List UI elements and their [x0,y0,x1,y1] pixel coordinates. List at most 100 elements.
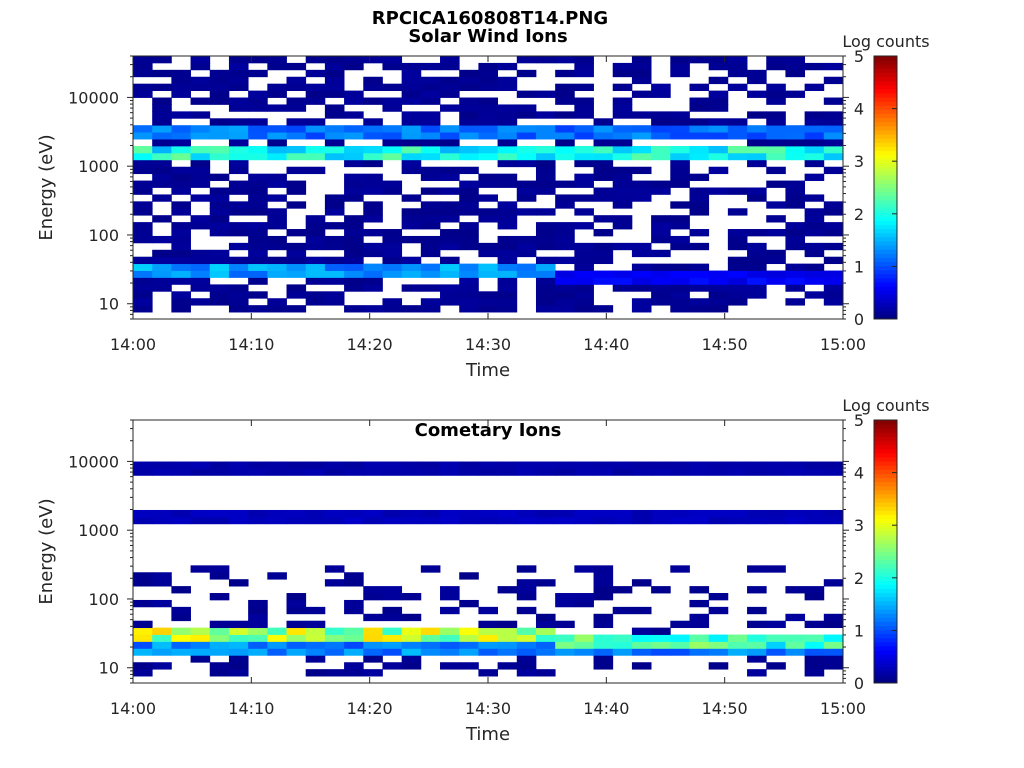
colorbar-swatch [874,183,897,188]
heatmap-cell [631,277,652,285]
heatmap-cell [152,97,172,105]
heatmap-cell [478,298,498,306]
heatmap-cell [804,194,825,202]
heatmap-cell [209,291,230,299]
heatmap-cell [612,166,633,175]
heatmap-cell [689,516,710,525]
heatmap-cell [152,118,172,126]
heatmap-cell [324,648,345,656]
heatmap-cell [651,118,671,126]
heatmap-cell [286,606,307,615]
heatmap-cell [535,125,556,133]
heatmap-cell [631,648,652,656]
heatmap-cell [651,291,671,299]
heatmap-cell [209,229,230,237]
heatmap-cell [248,187,268,195]
heatmap-cell [228,201,249,209]
heatmap-cell [727,187,748,195]
heatmap-cell [209,249,230,258]
heatmap-cell [401,461,422,469]
heatmap-cell [305,669,326,677]
heatmap-cell [497,104,518,112]
heatmap-cell [420,118,441,126]
colorbar-swatch [874,452,897,458]
panels: Solar Wind Ions 14:00 14:10 14:20 14:30 14:40… [36,26,930,745]
heatmap-cell [440,509,460,518]
heatmap-cell [631,305,652,313]
heatmap-cell [420,565,441,573]
heatmap-cell [670,56,690,64]
heatmap-cell [727,256,748,265]
heatmap-cell [305,634,326,642]
heatmap-cell [651,627,671,635]
heatmap-cell [478,509,498,518]
heatmap-cell [689,118,710,126]
heatmap-cell [228,152,249,161]
heatmap-cell [324,235,345,244]
heatmap-cell [324,201,345,209]
colorbar-swatch [874,121,897,127]
heatmap-cell [190,655,211,663]
heatmap-cell [152,235,172,244]
heatmap-cell [228,83,249,92]
heatmap-cell [420,152,441,161]
colorbar-swatch [874,518,897,524]
heatmap-cell [344,229,364,237]
heatmap-cell [727,69,748,78]
x-tick-label: 14:10 [228,335,274,354]
heatmap-cell [497,173,518,181]
heatmap-cell [516,579,537,587]
heatmap-cell [823,256,844,265]
heatmap-cell [459,145,479,154]
heatmap-cell [823,111,844,119]
heatmap-cell [267,256,287,265]
heatmap-cell [727,516,748,525]
heatmap-cell [555,222,575,230]
heatmap-cell [747,606,767,615]
heatmap-cell [382,145,403,154]
heatmap-cell [631,270,652,278]
heatmap-cell [766,90,786,98]
heatmap-cell [459,132,479,140]
figure-title: RPCICA160808T14.PNG [372,8,608,29]
heatmap-cell [344,97,364,105]
heatmap-cell [708,461,729,469]
heatmap-cell [440,461,460,469]
heatmap-cell [670,152,690,161]
heatmap-cell [344,468,364,476]
heatmap-cell [555,620,575,629]
heatmap-cell [670,166,690,175]
heatmap-cell [440,201,460,209]
heatmap-cell [190,125,211,133]
heatmap-cell [747,641,767,649]
heatmap-cell [248,222,268,230]
heatmap-cell [593,194,614,202]
heatmap-cell [190,111,211,119]
heatmap-cell [708,187,729,195]
heatmap-cell [305,509,326,518]
heatmap-cell [574,62,594,71]
x-tick-label: 14:40 [583,699,629,718]
heatmap-cell [228,159,249,168]
colorbar-swatch [874,203,897,209]
heatmap-cell [363,613,383,622]
heatmap-cell [209,83,230,92]
colorbar-swatch [874,604,897,610]
heatmap-cell [689,648,710,656]
heatmap-cell [420,222,441,230]
heatmap-cell [190,215,211,223]
heatmap-cell [171,291,191,299]
heatmap-cell [171,132,191,140]
colorbar-tick-label: 4 [854,464,864,483]
heatmap-cell [286,166,307,175]
heatmap-cell [228,132,249,140]
colorbar-swatch [874,290,897,295]
heatmap-cell [631,263,652,271]
panel-title: Cometary Ions [415,420,562,441]
heatmap-cell [324,509,345,518]
colorbar-swatch [874,80,897,86]
heatmap-cell [823,579,844,587]
colorbar-swatch [874,609,897,614]
heatmap-cell [766,215,786,223]
heatmap-cell [305,627,326,635]
